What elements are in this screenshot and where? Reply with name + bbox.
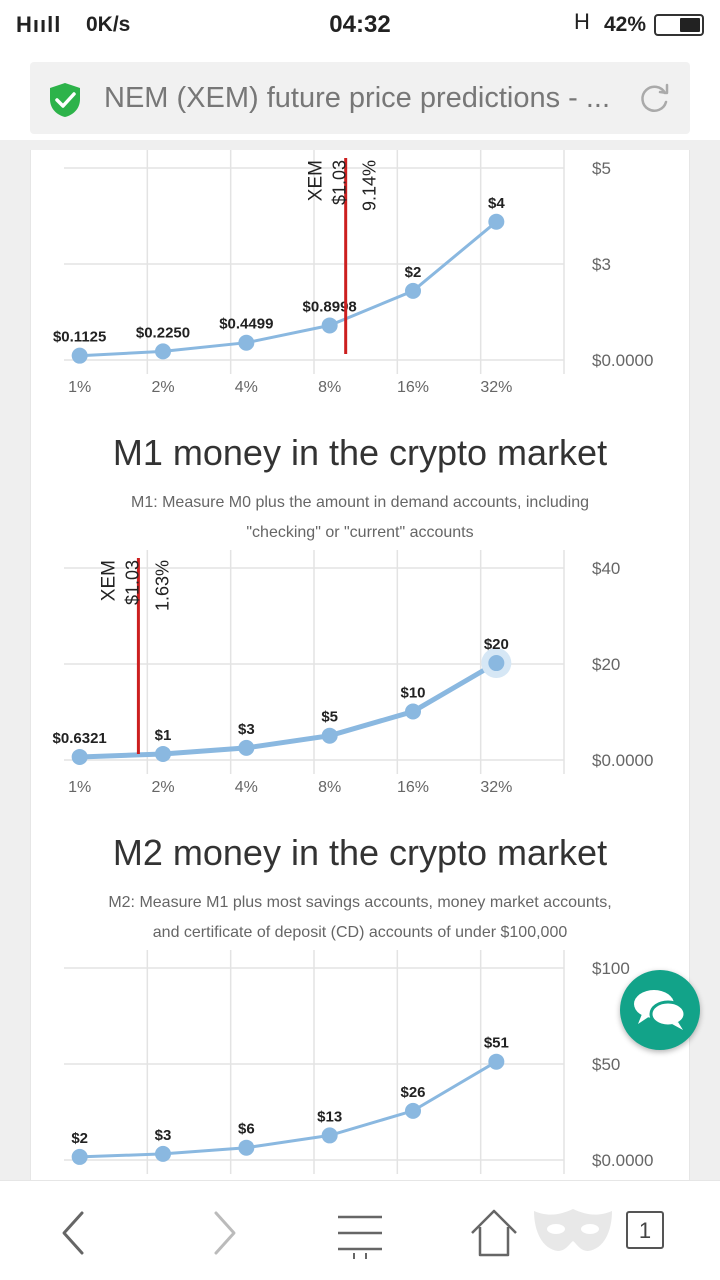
data-point — [238, 334, 255, 351]
data-point — [405, 703, 421, 720]
data-label: $0.6321 — [53, 730, 107, 747]
network-speed: 0K/s — [86, 13, 131, 36]
x-tick-label: 4% — [235, 379, 258, 396]
tabs-count: 1 — [638, 1218, 652, 1243]
x-tick-label: 32% — [480, 379, 512, 396]
data-point — [155, 1145, 171, 1162]
marker-price-label: $1.03 — [122, 560, 142, 605]
status-bar: Hııll 0K/s 04:32 H 42% — [0, 0, 720, 52]
signal-indicator: Hııll — [16, 12, 62, 37]
x-tick-label: 32% — [480, 779, 512, 796]
data-label: $0.8998 — [303, 298, 357, 315]
data-label: $13 — [317, 1108, 342, 1125]
reload-icon[interactable] — [636, 80, 672, 116]
y-tick-label: $20 — [592, 655, 620, 674]
m1-chart-subtitle-line1: M1: Measure M0 plus the amount in demand… — [130, 494, 590, 511]
data-label: $1 — [155, 727, 172, 744]
data-point — [488, 213, 505, 230]
y-tick-label: $0.0000 — [592, 1151, 653, 1170]
x-tick-label: 2% — [151, 379, 174, 396]
marker-coin-label: XEM — [98, 560, 119, 601]
m2-chart-title: M2 money in the crypto market — [112, 832, 608, 873]
m1-chart-subtitle-line2: "checking" or "current" accounts — [246, 524, 474, 541]
data-label: $2 — [71, 1130, 88, 1147]
marker-price-label: $1.03 — [330, 160, 350, 205]
mask-icon — [534, 1209, 612, 1251]
y-tick-label: $100 — [592, 959, 630, 978]
data-label: $0.1125 — [53, 329, 106, 346]
data-point — [405, 1102, 421, 1119]
address-bar[interactable]: NEM (XEM) future price predictions - ... — [30, 62, 690, 134]
data-label: $4 — [488, 195, 505, 212]
data-label: $6 — [238, 1121, 255, 1138]
chat-button[interactable] — [620, 970, 700, 1050]
x-tick-label: 8% — [318, 779, 341, 796]
battery-percent: 42% — [604, 13, 647, 36]
data-point — [71, 748, 88, 765]
data-label: $0.2250 — [136, 324, 190, 341]
y-tick-label: $3 — [592, 255, 611, 274]
data-point — [155, 745, 171, 762]
clock: 04:32 — [329, 11, 391, 38]
page-title[interactable]: NEM (XEM) future price predictions - ... — [104, 82, 611, 114]
data-label: $5 — [321, 709, 338, 726]
data-point — [321, 727, 338, 744]
data-point — [321, 317, 338, 334]
data-point — [238, 1139, 255, 1156]
data-label: $0.4499 — [219, 316, 273, 333]
m1-price-chart: $40 $20 $0.0000 1% 2% 4% 8% 16% 32% $0.6321 $1 $3 $5… — [53, 550, 653, 796]
data-point — [405, 282, 421, 299]
marker-pct-label: 1.63% — [152, 560, 172, 611]
chevron-left-icon[interactable] — [42, 1203, 102, 1263]
marker-coin-label: XEM — [306, 160, 327, 201]
browser-bottom-nav: 1 — [0, 1180, 720, 1280]
data-point — [321, 1127, 338, 1144]
x-tick-label: 16% — [397, 779, 429, 796]
data-point — [155, 343, 171, 360]
y-tick-label: $50 — [592, 1055, 620, 1074]
data-point — [71, 347, 88, 364]
network-type: H — [574, 9, 590, 34]
data-label: $10 — [400, 685, 425, 702]
page-content — [30, 150, 690, 1180]
data-label: $51 — [484, 1035, 509, 1052]
y-tick-label: $0.0000 — [592, 351, 653, 370]
y-tick-label: $5 — [592, 159, 611, 178]
data-point — [488, 655, 505, 672]
menu-icon[interactable] — [330, 1203, 390, 1263]
data-label: $26 — [400, 1084, 425, 1101]
data-label: $20 — [484, 636, 509, 653]
y-tick-label: $40 — [592, 559, 620, 578]
chat-bubbles-icon — [634, 990, 687, 1030]
m1-chart-title: M1 money in the crypto market — [112, 432, 608, 473]
m2-chart-subtitle-line2: and certificate of deposit (CD) accounts… — [152, 924, 568, 941]
data-point — [71, 1148, 88, 1165]
x-tick-label: 16% — [397, 379, 429, 396]
series-line — [79, 660, 498, 760]
home-icon[interactable] — [464, 1203, 524, 1263]
data-label: $3 — [238, 721, 255, 738]
data-point — [238, 739, 255, 756]
y-tick-label: $0.0000 — [592, 751, 653, 770]
shield-check-icon — [50, 83, 80, 117]
tabs-button[interactable]: 1 — [626, 1211, 664, 1249]
battery-icon — [654, 14, 704, 36]
marker-pct-label: 9.14% — [360, 160, 380, 211]
m2-price-chart: $100 $50 $0.0000 $2 $3 $6 $13 $26 $51 — [64, 950, 653, 1174]
series-line — [79, 1060, 498, 1159]
m0-price-chart: $5 $3 $0.0000 1% 2% 4% 8% 16% 32% $0.1125 $0.2250 $… — [53, 150, 653, 396]
chevron-right-icon[interactable] — [196, 1203, 256, 1263]
x-tick-label: 2% — [151, 779, 174, 796]
data-label: $3 — [155, 1127, 172, 1144]
m2-chart-subtitle-line1: M2: Measure M1 plus most savings account… — [108, 894, 612, 911]
series-line — [79, 220, 498, 358]
x-tick-label: 8% — [318, 379, 341, 396]
x-tick-label: 1% — [68, 779, 91, 796]
data-label: $2 — [405, 264, 422, 281]
x-tick-label: 1% — [68, 379, 91, 396]
x-tick-label: 4% — [235, 779, 258, 796]
data-point — [488, 1053, 505, 1070]
